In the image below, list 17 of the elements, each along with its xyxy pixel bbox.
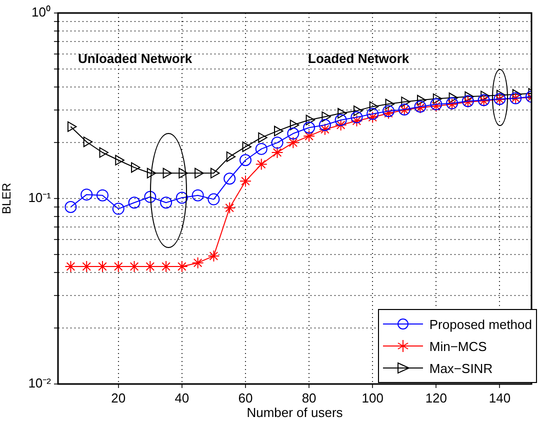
x-tick-label: 20 <box>111 390 126 406</box>
legend-label: Min−MCS <box>429 338 487 354</box>
y-tick-label: 10⁻¹ <box>28 190 52 206</box>
x-tick-label: 120 <box>425 390 448 406</box>
y-tick-label: 10⁰ <box>32 4 51 20</box>
x-axis-title: Number of users <box>246 404 344 420</box>
x-tick-label: 80 <box>302 390 316 406</box>
legend-label: Proposed method <box>429 316 532 332</box>
x-tick-label: 140 <box>488 390 511 406</box>
x-tick-label: 60 <box>238 390 253 406</box>
x-tick-label: 100 <box>362 390 384 406</box>
y-axis-title: BLER <box>0 182 14 214</box>
legend-label: Max−SINR <box>429 360 493 376</box>
y-tick-label: 10⁻² <box>28 376 52 391</box>
annotation: Loaded Network <box>308 51 410 66</box>
annotation: Unloaded Network <box>78 51 192 66</box>
x-tick-label: 40 <box>174 390 190 406</box>
